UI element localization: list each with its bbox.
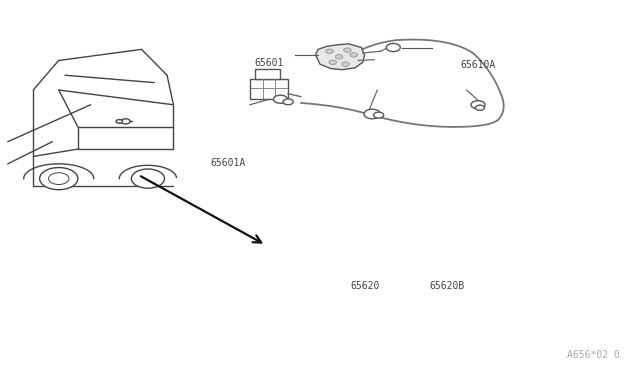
Circle shape <box>342 62 349 66</box>
Circle shape <box>374 112 384 118</box>
Circle shape <box>329 60 337 64</box>
Circle shape <box>335 55 343 59</box>
Circle shape <box>350 53 358 57</box>
Bar <box>255 68 280 79</box>
Bar <box>250 79 288 99</box>
Circle shape <box>40 167 78 190</box>
Text: 65610A: 65610A <box>460 60 495 70</box>
Text: 65601: 65601 <box>254 58 284 68</box>
Text: 65601A: 65601A <box>210 158 245 168</box>
Circle shape <box>476 105 484 110</box>
Circle shape <box>344 48 351 52</box>
Text: 65620: 65620 <box>350 281 380 291</box>
Circle shape <box>471 101 485 109</box>
Circle shape <box>387 44 400 52</box>
Circle shape <box>116 119 122 123</box>
Circle shape <box>273 95 287 103</box>
Text: 65620B: 65620B <box>430 281 465 291</box>
Circle shape <box>49 173 69 185</box>
Text: A656*02 0: A656*02 0 <box>566 350 620 359</box>
Polygon shape <box>316 44 365 70</box>
Circle shape <box>131 169 164 188</box>
Circle shape <box>121 119 130 124</box>
Circle shape <box>326 49 333 54</box>
Circle shape <box>364 109 381 119</box>
Circle shape <box>283 99 293 105</box>
